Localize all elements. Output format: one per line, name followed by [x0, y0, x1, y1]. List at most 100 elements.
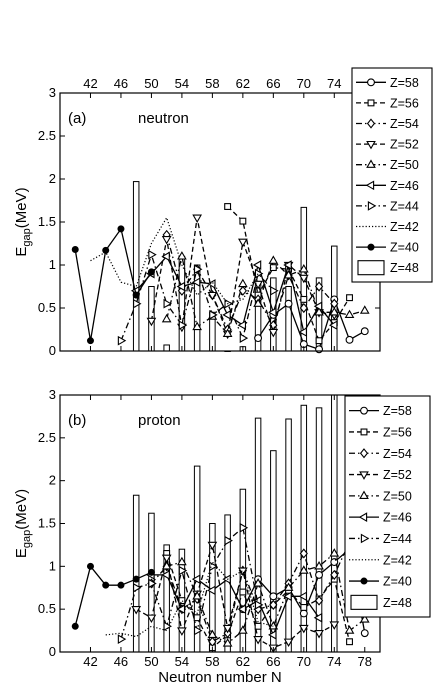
y-axis-label-main: E: [13, 247, 30, 257]
series-line-Z42: [105, 560, 274, 638]
legend: Z=58 Z=56 Z=54 Z=52 Z=50 Z=46 Z=44 Z=42 Z=40 Z=48: [344, 395, 431, 618]
legend-label-Z58: Z=58: [383, 404, 412, 418]
point-Z50-N60: [222, 638, 233, 647]
y-tick-label: 2.5: [38, 430, 56, 445]
y-axis-label-unit: (MeV): [13, 187, 30, 228]
point-Z46-N56: [191, 277, 201, 288]
point-Z40-N40: [71, 246, 79, 254]
y-axis-label: Egap(MeV): [13, 187, 33, 256]
point-Z40-N44: [102, 581, 110, 589]
legend-label-Z40: Z=40: [390, 241, 419, 255]
legend-marker-Z50: [359, 490, 369, 500]
x-axis-label: Neutron number N: [158, 669, 281, 686]
point-Z56-N60: [224, 203, 232, 210]
point-Z46-N66: [268, 307, 277, 318]
series-line-Z52: [135, 544, 335, 649]
y-tick-label: 0: [49, 644, 56, 659]
legend-label-Z56: Z=56: [383, 425, 412, 439]
point-Z58-N72: [315, 570, 323, 579]
x-tick-label: 78: [358, 654, 372, 669]
point-Z52-N58: [207, 291, 218, 301]
x-tick-label: 66: [266, 654, 280, 669]
legend-label-Z42: Z=42: [390, 220, 419, 234]
point-Z58-N68: [284, 299, 293, 308]
point-Z46-N66: [268, 630, 277, 640]
legend-label-Z50: Z=50: [383, 489, 412, 503]
point-Z58-N78: [360, 327, 369, 336]
point-Z56-N70: [300, 295, 308, 303]
series-line-Z46: [151, 574, 320, 637]
point-Z52-N58: [207, 541, 218, 551]
point-Z52-N66: [268, 328, 279, 338]
x-tick-label: 58: [205, 654, 219, 669]
y-tick-label: 0.5: [38, 300, 56, 315]
legend-marker-Z52: [366, 140, 376, 150]
series-line-Z40: [74, 227, 152, 341]
point-Z56-N62: [239, 588, 247, 596]
x-tick-label: 70: [297, 76, 311, 91]
point-Z52-N52: [161, 236, 172, 245]
y-tick-label: 2: [49, 473, 56, 488]
point-Z46-N68: [283, 260, 292, 270]
point-Z46-N60: [222, 574, 231, 585]
point-Z44-N66: [270, 285, 279, 296]
point-Z50-N78: [359, 614, 370, 623]
point-Z52-N54: [177, 627, 187, 636]
point-Z44-N48: [133, 298, 142, 309]
point-Z56-N64: [254, 622, 262, 630]
point-Z44-N54: [178, 320, 188, 331]
point-Z58-N72: [315, 345, 323, 354]
point-Z58-N66: [269, 592, 278, 601]
point-Z50-N70: [298, 565, 309, 574]
legend-label-Z52: Z=52: [383, 468, 412, 482]
y-axis-label-sub: gap: [21, 530, 33, 548]
legend-label-Z44: Z=44: [383, 532, 412, 546]
point-Z50-N76: [344, 309, 355, 319]
x-tick-label: 50: [144, 654, 158, 669]
point-Z40-N50: [147, 568, 155, 576]
legend-label-Z48: Z=48: [390, 261, 419, 275]
series-line-Z44: [120, 526, 259, 640]
point-Z44-N46: [117, 634, 127, 644]
point-Z50-N66: [268, 255, 279, 264]
point-Z46-N64: [252, 260, 262, 270]
point-Z46-N62: [237, 604, 247, 615]
point-Z44-N56: [193, 264, 203, 275]
bar-Z48-N48: [132, 181, 140, 352]
point-Z50-N54: [177, 251, 187, 260]
y-tick-label: 1.5: [38, 516, 56, 531]
point-Z46-N56: [191, 574, 201, 585]
point-Z40-N50: [147, 268, 155, 276]
legend-marker-Z54: [366, 118, 376, 129]
point-Z58-N64: [254, 334, 263, 343]
legend-marker-Z46: [365, 180, 375, 191]
y-axis-label-main: E: [13, 548, 30, 558]
y-axis-label: Egap(MeV): [13, 489, 33, 558]
point-Z50-N62: [238, 625, 248, 634]
point-Z44-N64: [254, 600, 264, 610]
legend-marker-Z52: [359, 471, 369, 480]
legend-label-Z46: Z=46: [383, 511, 412, 525]
point-Z54-N58: [208, 636, 217, 647]
point-Z50-N64: [253, 578, 263, 587]
point-Z50-N72: [314, 306, 324, 316]
legend-swatch-Z48: [357, 260, 385, 276]
point-Z50-N62: [238, 278, 248, 288]
legend-label-Z40: Z=40: [383, 575, 412, 589]
panel-label: (b): [68, 412, 86, 429]
series-line-Z42: [90, 216, 259, 305]
y-axis-label-unit: (MeV): [13, 489, 30, 530]
legend-label-Z58: Z=58: [390, 76, 419, 90]
point-Z40-N42: [86, 337, 94, 345]
legend-label-Z54: Z=54: [383, 447, 412, 461]
x-tick-label: 42: [83, 76, 97, 91]
legend-marker-Z46: [358, 512, 368, 522]
legend-label-Z54: Z=54: [390, 117, 419, 131]
point-Z54-N72: [314, 281, 324, 292]
x-tick-label: 46: [114, 76, 128, 91]
series-line-Z44: [120, 252, 274, 341]
point-Z50-N70: [298, 263, 309, 273]
point-Z46-N70: [298, 591, 307, 602]
series-line-Z54: [166, 234, 335, 332]
point-Z46-N72: [313, 612, 323, 623]
